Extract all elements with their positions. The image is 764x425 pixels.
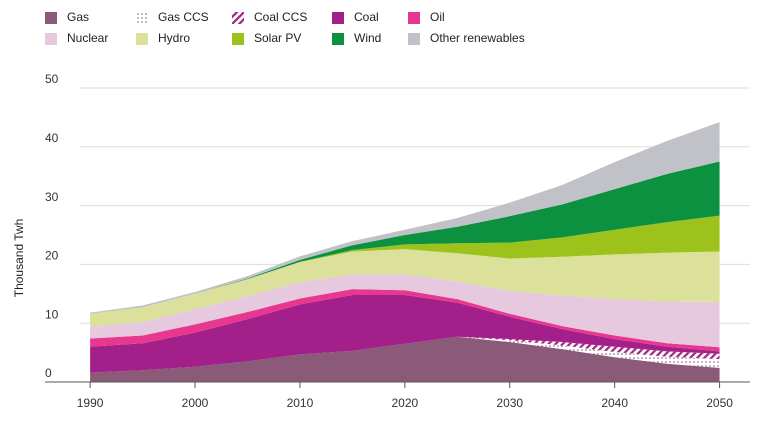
legend-label: Gas xyxy=(67,10,89,24)
y-tick-label: 30 xyxy=(45,190,59,204)
legend-swatch xyxy=(332,33,344,45)
area xyxy=(90,215,720,314)
legend-label: Hydro xyxy=(158,31,190,45)
area xyxy=(90,336,720,373)
x-tick-label: 2020 xyxy=(391,396,418,410)
area xyxy=(90,294,720,373)
y-tick-label: 0 xyxy=(45,366,52,380)
legend-swatch xyxy=(136,33,148,45)
legend-swatch xyxy=(332,12,344,24)
y-tick-label: 20 xyxy=(45,249,59,263)
legend-label: Gas CCS xyxy=(158,10,209,24)
legend-label: Solar PV xyxy=(254,31,301,45)
legend-swatch xyxy=(232,12,244,24)
y-tick-label: 40 xyxy=(45,131,59,145)
legend-swatch xyxy=(45,33,57,45)
x-tick-label: 2050 xyxy=(706,396,733,410)
y-axis-label: Thousand Twh xyxy=(12,219,26,298)
area xyxy=(90,289,720,352)
x-tick-label: 2040 xyxy=(601,396,628,410)
legend-label: Wind xyxy=(354,31,381,45)
y-tick-label: 50 xyxy=(45,72,59,86)
area xyxy=(90,249,720,327)
legend-swatch xyxy=(408,33,420,45)
x-tick-label: 2010 xyxy=(287,396,314,410)
legend-swatch xyxy=(136,12,148,24)
legend-swatch xyxy=(45,12,57,24)
x-tick-label: 2030 xyxy=(496,396,523,410)
area xyxy=(90,274,720,348)
legend-label: Nuclear xyxy=(67,31,108,45)
legend-swatch xyxy=(408,12,420,24)
x-tick-label: 1990 xyxy=(77,396,104,410)
legend-label: Coal CCS xyxy=(254,10,307,24)
legend-label: Other renewables xyxy=(430,31,525,45)
legend-label: Oil xyxy=(430,10,445,24)
legend-label: Coal xyxy=(354,10,379,24)
x-tick-label: 2000 xyxy=(182,396,209,410)
area xyxy=(90,161,720,314)
y-tick-label: 10 xyxy=(45,307,59,321)
area xyxy=(90,336,720,382)
legend-swatch xyxy=(232,33,244,45)
